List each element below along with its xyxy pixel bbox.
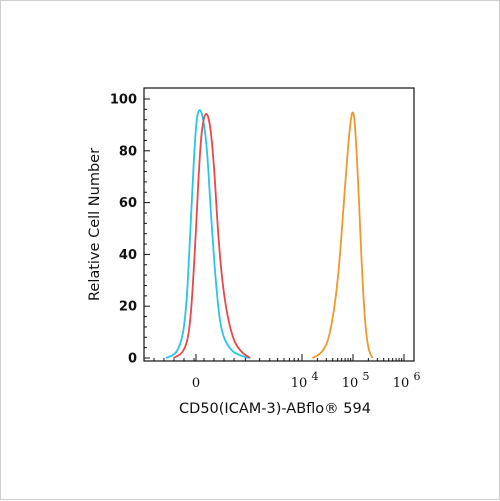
- plot-border: [143, 87, 415, 362]
- histogram-series-3: [311, 111, 374, 359]
- y-tick-label: 80: [119, 144, 137, 159]
- y-axis: 0 20 40 60 80 100: [110, 93, 150, 367]
- y-tick-label: 0: [128, 352, 137, 367]
- x-tick-label: 10: [342, 376, 359, 391]
- series-layer: [165, 109, 374, 359]
- x-tick-exponent: 4: [312, 370, 319, 383]
- y-axis-label: Relative Cell Number: [87, 148, 103, 301]
- y-tick-label: 100: [110, 93, 137, 108]
- x-tick-exponent: 6: [414, 370, 421, 383]
- x-axis-label: CD50(ICAM-3)-ABflo® 594: [179, 401, 371, 417]
- y-tick-label: 60: [119, 196, 137, 211]
- x-tick-exponent: 5: [363, 370, 370, 383]
- y-tick-label: 40: [119, 248, 137, 263]
- x-tick-label: 0: [192, 376, 200, 391]
- x-tick-label: 10: [291, 376, 308, 391]
- histogram-series-1: [165, 109, 249, 359]
- histogram-series-2: [173, 113, 251, 359]
- x-tick-label: 10: [393, 376, 410, 391]
- x-axis: 0 10 4 10 5 10 6: [153, 354, 421, 391]
- plot-area: [143, 87, 415, 362]
- y-tick-label: 20: [119, 300, 137, 315]
